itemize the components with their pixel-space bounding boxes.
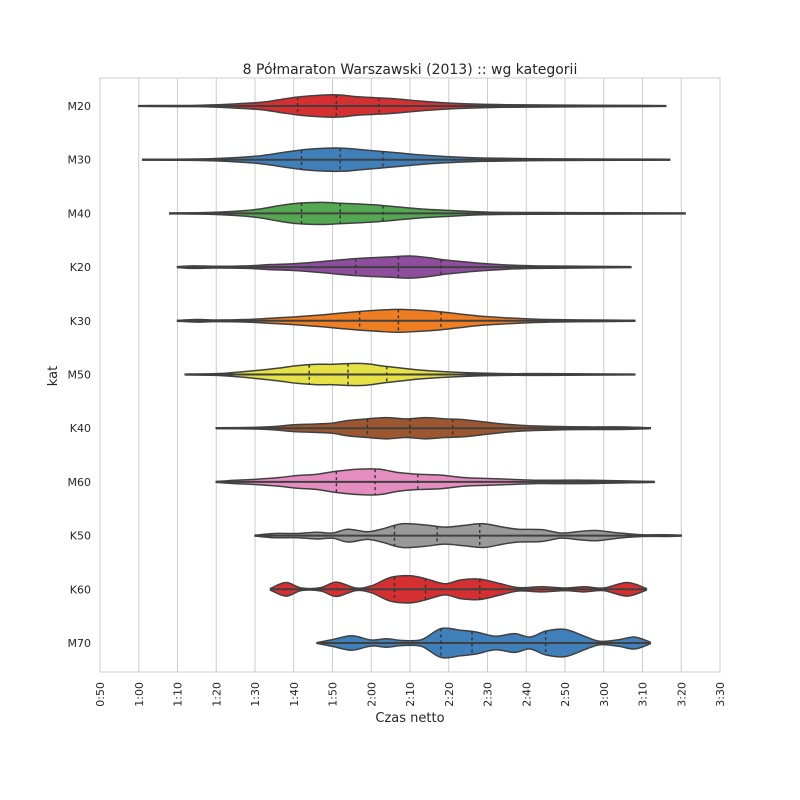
violin-m30 [141, 147, 671, 173]
x-tick-label: 2:00 [365, 682, 378, 707]
x-tick-label: 2:10 [404, 682, 417, 707]
x-tick-label: 2:50 [559, 682, 572, 707]
violin-k20 [176, 255, 632, 279]
x-tick-label: 1:10 [172, 682, 185, 707]
y-tick-label: M50 [68, 369, 92, 382]
x-tick-label: 2:20 [443, 682, 456, 707]
x-tick-label: 1:30 [249, 682, 262, 707]
x-axis-label: Czas netto [375, 711, 444, 726]
y-tick-labels: M20 M30 M40 K20 K30 M50 K40 M60 K50 K60 M70 [68, 100, 92, 650]
chart-title: 8 Półmaraton Warszawski (2013) :: wg kat… [243, 62, 578, 78]
violin-m40 [169, 201, 686, 226]
y-tick-label: M70 [68, 637, 92, 650]
y-tick-label: M30 [68, 154, 92, 167]
x-tick-label: 1:00 [133, 682, 146, 707]
violin-k50 [254, 522, 682, 549]
y-tick-label: M60 [68, 476, 92, 489]
x-tick-labels: 0:50 1:00 1:10 1:20 1:30 1:40 1:50 2:00 2:10 2:20… [94, 682, 727, 707]
violin-k30 [176, 308, 636, 334]
y-tick-label: M40 [68, 207, 92, 220]
x-tick-label: 3:20 [675, 682, 688, 707]
violin-k60 [269, 574, 648, 604]
x-tick-label: 1:50 [327, 682, 340, 707]
violin-m60 [215, 468, 655, 496]
x-tick-label: 2:40 [520, 682, 533, 707]
y-tick-label: M20 [68, 100, 92, 113]
x-tick-label: 3:10 [637, 682, 650, 707]
y-axis-label: kat [46, 366, 61, 386]
violin-m50 [184, 362, 636, 387]
y-tick-label: K30 [70, 315, 91, 328]
plot-frame [99, 77, 721, 673]
x-tick-label: 1:40 [288, 682, 301, 707]
x-tick-label: 2:30 [482, 682, 495, 707]
violin-layer [138, 93, 686, 659]
violin-k40 [215, 416, 651, 440]
y-tick-label: K20 [70, 261, 91, 274]
x-tick-label: 3:00 [598, 682, 611, 707]
x-tick-label: 0:50 [94, 682, 107, 707]
violin-m20 [138, 93, 667, 119]
y-tick-label: K60 [70, 583, 91, 596]
x-tick-label: 1:20 [210, 682, 223, 707]
violin-m70 [316, 627, 651, 659]
x-tick-label: 3:30 [714, 682, 727, 707]
y-tick-label: K50 [70, 530, 91, 543]
y-tick-label: K40 [70, 422, 91, 435]
